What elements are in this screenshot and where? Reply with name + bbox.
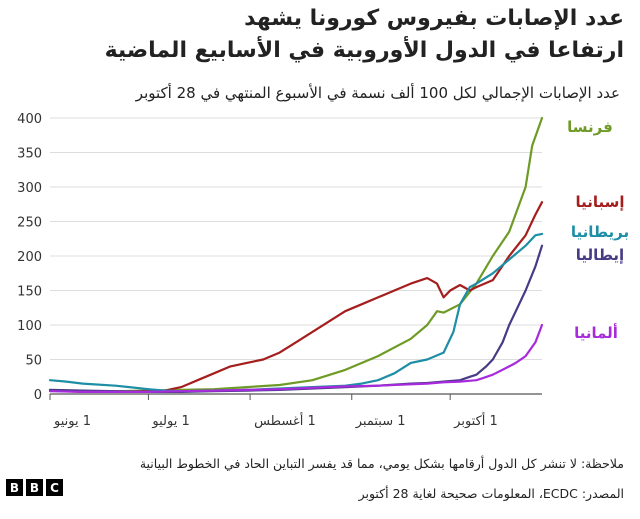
- title-line-2: ارتفاعا في الدول الأوروبية في الأسابيع ا…: [104, 38, 624, 63]
- y-tick-label: 50: [25, 354, 42, 369]
- x-axis-ticks: 1 يونيو 1 يوليو 1 أغسطس 1 سبتمبر 1 أكتوبر: [49, 394, 498, 429]
- series-label: إسبانيا: [575, 193, 624, 211]
- series-labels: فرنسا إسبانيا بريطانيا إيطاليا ألمانيا: [567, 118, 629, 342]
- series-line: [48, 244, 544, 393]
- x-tick-label: 1 يونيو: [53, 414, 91, 429]
- chart-source: المصدر: ECDC، المعلومات صحيحة لغاية 28 أ…: [358, 486, 624, 501]
- y-axis-ticks: 0 50 100 150 200 250 300 350 400: [17, 112, 42, 403]
- y-tick-label: 200: [17, 250, 42, 265]
- bbc-logo: B B C: [6, 479, 63, 496]
- bbc-logo-letter: B: [26, 479, 43, 496]
- series-line: [48, 323, 544, 393]
- series-line: [48, 232, 544, 393]
- y-tick-label: 300: [17, 181, 42, 196]
- x-tick-label: 1 سبتمبر: [355, 414, 406, 429]
- grid-lines: [50, 117, 542, 395]
- series-label: بريطانيا: [571, 223, 629, 241]
- bbc-logo-letter: C: [46, 479, 63, 496]
- series-label: فرنسا: [567, 118, 613, 136]
- series-label: ألمانيا: [574, 323, 618, 342]
- chart-note: ملاحظة: لا تنشر كل الدول أرقامها بشكل يو…: [139, 456, 624, 471]
- series-line: [48, 116, 544, 393]
- series-lines: [48, 116, 544, 393]
- x-tick-label: 1 أكتوبر: [453, 412, 498, 429]
- y-tick-label: 0: [34, 388, 42, 403]
- x-tick-label: 1 يوليو: [151, 414, 189, 429]
- bbc-logo-letter: B: [6, 479, 23, 496]
- title-line-1: عدد الإصابات بفيروس كورونا يشهد: [244, 6, 624, 31]
- y-tick-label: 400: [17, 112, 42, 127]
- series-line: [48, 201, 544, 393]
- y-tick-label: 150: [17, 285, 42, 300]
- y-tick-label: 250: [17, 216, 42, 231]
- y-tick-label: 100: [17, 319, 42, 334]
- x-tick-label: 1 أغسطس: [254, 412, 316, 429]
- chart-subtitle: عدد الإصابات الإجمالي لكل 100 ألف نسمة ف…: [135, 84, 620, 102]
- series-label: إيطاليا: [576, 246, 624, 264]
- y-tick-label: 350: [17, 147, 42, 162]
